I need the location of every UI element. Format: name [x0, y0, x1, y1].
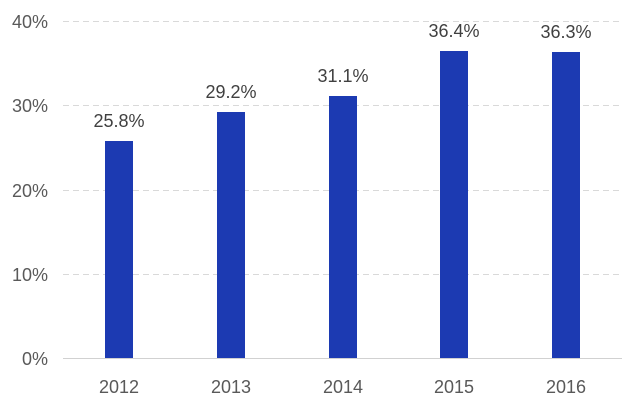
bar-data-label: 29.2%: [205, 82, 257, 102]
bar-2014: [329, 96, 357, 358]
y-axis-tick-label: 30%: [11, 96, 48, 116]
bar-data-label: 25.8%: [93, 111, 145, 131]
y-axis-tick-label: 20%: [11, 181, 48, 201]
bar-data-label: 36.4%: [428, 21, 480, 41]
y-axis-tick-label: 10%: [11, 265, 48, 285]
bar-data-label: 31.1%: [317, 66, 369, 86]
bar-2013: [217, 112, 245, 358]
x-axis-tick-label: 2016: [545, 377, 587, 397]
x-axis-tick-label: 2015: [433, 377, 475, 397]
y-axis-tick-label: 0%: [21, 349, 48, 369]
x-axis-tick-label: 2014: [322, 377, 364, 397]
x-axis-tick-label: 2012: [98, 377, 140, 397]
gridline: [63, 21, 622, 22]
bar-2016: [552, 52, 580, 358]
y-axis-tick-label: 40%: [11, 12, 48, 32]
bar-2012: [105, 141, 133, 358]
x-axis-tick-label: 2013: [210, 377, 252, 397]
x-axis-line: [63, 358, 622, 359]
bar-2015: [440, 51, 468, 358]
bar-data-label: 36.3%: [540, 22, 592, 42]
